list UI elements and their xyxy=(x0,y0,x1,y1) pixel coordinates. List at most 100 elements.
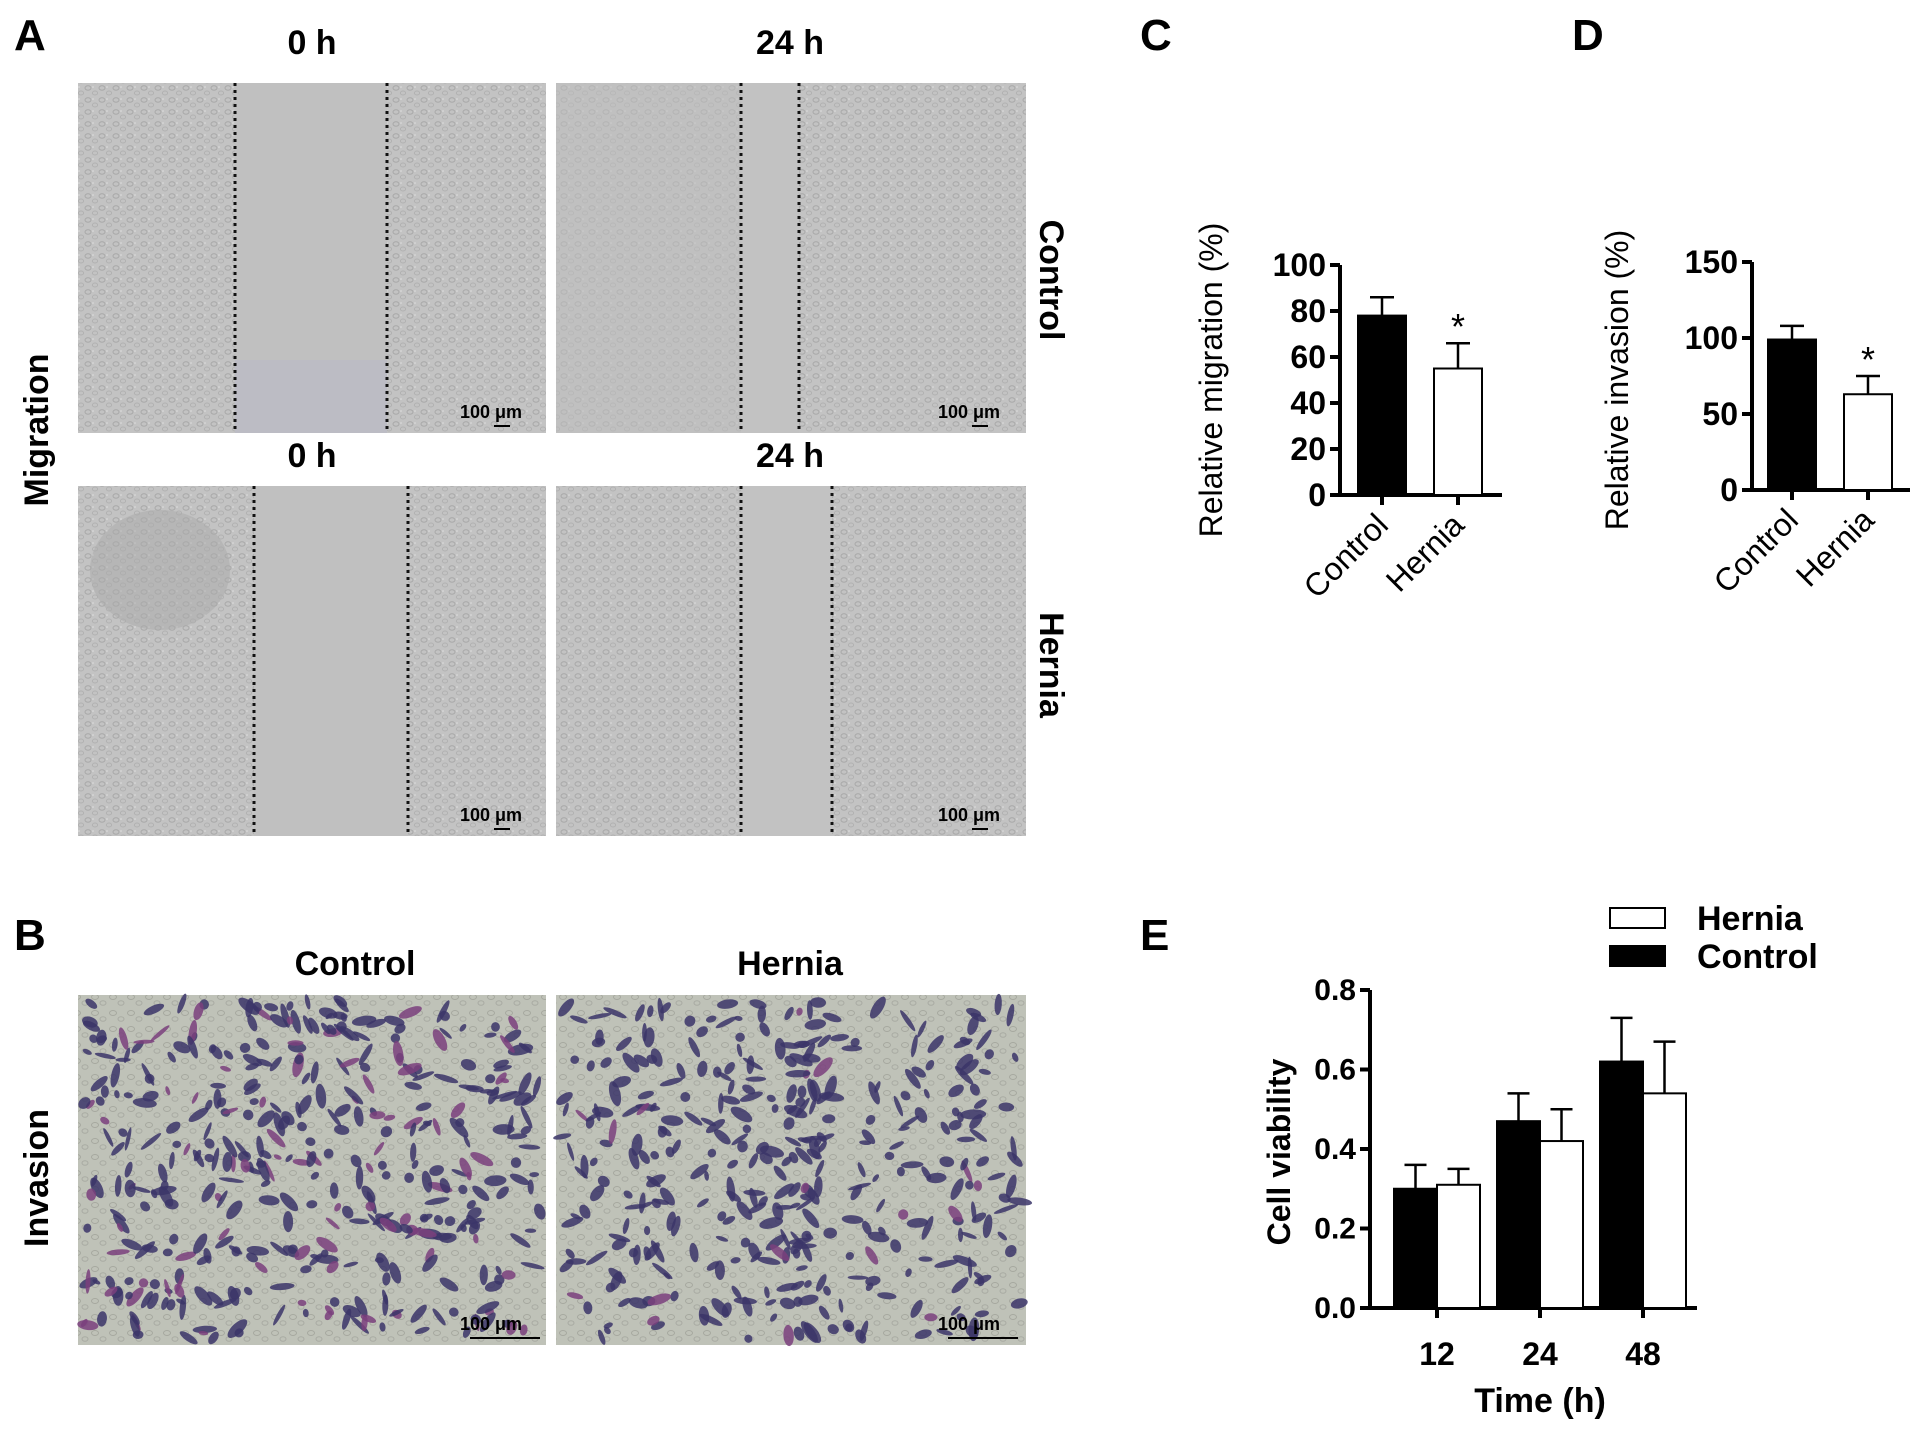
legend-swatch xyxy=(1609,907,1666,929)
stained-cell xyxy=(785,1069,811,1078)
stained-cell xyxy=(910,1299,923,1318)
stained-cell xyxy=(742,1296,753,1317)
stained-cell xyxy=(651,1198,661,1209)
stained-cell xyxy=(967,1256,973,1279)
y-tick-label: 0.6 xyxy=(1314,1054,1356,1087)
stained-cell xyxy=(382,1294,389,1316)
stained-cell xyxy=(226,1200,243,1220)
y-axis-label: Relative invasion (%) xyxy=(1599,230,1635,531)
stained-cell xyxy=(612,1075,632,1088)
stained-cell xyxy=(696,1198,709,1208)
stained-cell xyxy=(172,1140,182,1149)
stained-cell xyxy=(432,1029,448,1051)
stained-cell xyxy=(410,1142,417,1162)
stained-cell xyxy=(789,1202,801,1209)
stained-cell xyxy=(420,1213,433,1222)
stained-cell xyxy=(124,1161,133,1178)
stained-cell xyxy=(905,1268,912,1278)
stained-cell xyxy=(147,1292,159,1310)
stained-cell xyxy=(896,1166,905,1177)
stained-cell xyxy=(650,1240,665,1263)
stained-cell xyxy=(258,1195,280,1206)
stained-cell xyxy=(290,1010,301,1034)
stained-cell xyxy=(950,1305,961,1316)
stained-cell xyxy=(334,1103,351,1117)
stained-cell xyxy=(570,1055,580,1064)
stained-cell xyxy=(518,1042,532,1054)
stained-cell xyxy=(586,1060,595,1072)
y-tick-label: 0.0 xyxy=(1314,1292,1356,1325)
scale-bar-label: 100 μm xyxy=(938,805,1000,825)
stained-cell xyxy=(801,1241,813,1262)
stained-cell xyxy=(850,1037,860,1047)
stained-cell xyxy=(141,1063,155,1086)
stained-cell xyxy=(151,1185,177,1196)
stained-cell xyxy=(982,1214,993,1239)
stained-cell xyxy=(659,1187,675,1206)
stained-cell xyxy=(243,1109,254,1121)
stained-cell xyxy=(149,1279,160,1290)
stained-cell xyxy=(743,1189,766,1196)
stained-cell xyxy=(585,1250,608,1266)
stained-cell xyxy=(105,1275,116,1289)
stained-cell xyxy=(176,1298,186,1305)
stained-cell xyxy=(783,1104,808,1119)
stained-cell xyxy=(684,1015,696,1027)
bar-hernia xyxy=(1436,1183,1481,1310)
bar-hernia xyxy=(1642,1092,1687,1309)
stained-cell xyxy=(164,1199,179,1210)
stained-cell xyxy=(193,1233,208,1254)
x-tick-label: Control xyxy=(1297,506,1395,604)
stained-cell xyxy=(213,1088,222,1109)
stained-cell xyxy=(801,1230,812,1242)
stained-cell xyxy=(125,1291,133,1300)
stained-cell xyxy=(100,1085,109,1098)
stained-cell xyxy=(764,1286,770,1299)
stained-cell xyxy=(436,1000,450,1023)
stained-cell xyxy=(822,1012,842,1023)
stained-cell xyxy=(164,1279,171,1298)
stained-cell xyxy=(359,1062,371,1072)
stained-cell xyxy=(707,1148,717,1158)
stained-cell xyxy=(737,1140,748,1153)
stained-cell xyxy=(248,1161,254,1173)
stained-cell xyxy=(940,1121,951,1135)
stained-cell xyxy=(470,1314,482,1325)
panel-letter-c: C xyxy=(1140,11,1172,60)
stained-cell xyxy=(796,1265,808,1271)
stained-cell xyxy=(876,1198,886,1213)
stained-cell xyxy=(770,1313,778,1322)
stained-cell xyxy=(848,1182,872,1191)
stained-cell xyxy=(85,1269,91,1294)
stained-cell xyxy=(341,1308,352,1330)
stained-cell xyxy=(792,1248,801,1259)
stained-cell xyxy=(872,1174,880,1182)
stained-cell xyxy=(670,1290,679,1302)
stained-cell xyxy=(484,1280,503,1292)
stained-cell xyxy=(110,1063,121,1088)
stained-cell xyxy=(759,1145,785,1158)
stained-cell xyxy=(1010,1298,1028,1309)
stained-cell xyxy=(96,1029,107,1046)
stained-cell xyxy=(783,1117,795,1130)
stained-cell xyxy=(974,1099,987,1109)
stained-cell xyxy=(865,1246,879,1265)
stained-cell xyxy=(959,1036,971,1046)
stained-cell xyxy=(567,1142,575,1161)
stained-cell xyxy=(819,1133,835,1141)
stained-cell xyxy=(183,1143,191,1156)
stained-cell xyxy=(444,1216,456,1227)
stained-cell xyxy=(847,1275,869,1280)
stained-cell xyxy=(211,1147,220,1172)
stained-cell xyxy=(160,1180,169,1191)
stained-cell xyxy=(960,1157,969,1171)
stained-cell xyxy=(351,1015,377,1026)
stained-cell xyxy=(603,1007,627,1019)
stained-cell xyxy=(297,1095,312,1115)
stained-cell xyxy=(229,1287,241,1300)
stained-cell xyxy=(745,1076,767,1082)
stained-cell xyxy=(532,1076,542,1097)
stained-cell xyxy=(780,1228,791,1250)
stained-cell xyxy=(460,1059,477,1071)
stained-cell xyxy=(166,1299,176,1311)
